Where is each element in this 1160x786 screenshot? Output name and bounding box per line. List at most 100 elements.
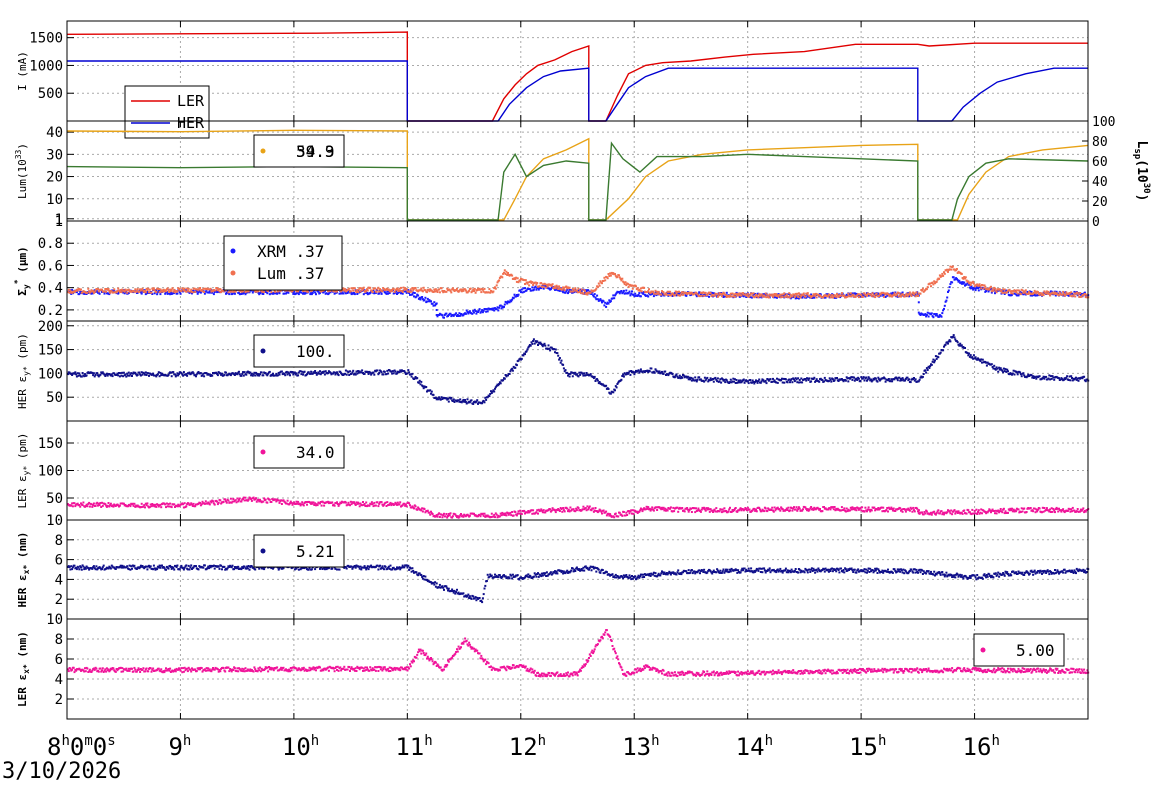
data-point (610, 300, 612, 302)
data-point (511, 368, 513, 370)
data-point (595, 288, 597, 290)
data-point (213, 293, 215, 295)
legend-label: LER (177, 92, 205, 110)
data-point (664, 371, 666, 373)
data-point (297, 374, 299, 376)
data-point (930, 285, 932, 287)
data-point (459, 398, 461, 400)
data-point (142, 288, 144, 290)
data-point (910, 381, 912, 383)
data-point (578, 288, 580, 290)
data-point (925, 372, 927, 374)
data-point (684, 510, 686, 512)
data-point (525, 279, 527, 281)
data-point (900, 296, 902, 298)
data-point (614, 273, 616, 275)
data-point (378, 372, 380, 374)
data-point (799, 508, 801, 510)
data-point (594, 293, 596, 295)
data-point (480, 291, 482, 293)
data-point (450, 397, 452, 399)
y-tick-label: 150 (38, 343, 63, 359)
data-point (354, 293, 356, 295)
y-tick-label: 50 (46, 491, 63, 507)
data-point (364, 373, 366, 375)
data-point (176, 293, 178, 295)
data-point (467, 398, 469, 400)
data-point (703, 295, 705, 297)
y-tick-label: 0.6 (38, 258, 63, 274)
data-point (1048, 291, 1050, 293)
data-point (516, 364, 518, 366)
data-point (1039, 375, 1041, 377)
data-point (171, 506, 173, 508)
data-point (562, 507, 564, 509)
data-point (420, 299, 422, 301)
data-point (524, 287, 526, 289)
data-point (436, 309, 438, 311)
data-point (281, 503, 283, 505)
data-point (963, 282, 965, 284)
data-point (621, 515, 623, 517)
legend-value: 39.3 (296, 142, 335, 161)
data-point (996, 291, 998, 293)
data-point (845, 380, 847, 382)
data-point (137, 288, 139, 290)
data-point (304, 371, 306, 373)
data-point (1014, 374, 1016, 376)
data-point (691, 511, 693, 513)
data-point (209, 503, 211, 505)
data-point (941, 316, 943, 318)
data-point (133, 291, 135, 293)
data-point (717, 377, 719, 379)
data-point (203, 375, 205, 377)
data-point (205, 500, 207, 502)
y-axis-label: I (mA) (16, 51, 29, 91)
data-point (1049, 295, 1051, 297)
data-point (876, 293, 878, 295)
data-point (843, 295, 845, 297)
data-point (488, 395, 490, 397)
data-point (138, 372, 140, 374)
data-point (1037, 291, 1039, 293)
data-point (736, 379, 738, 381)
data-point (952, 266, 954, 268)
y2-tick-label: 80 (1092, 135, 1108, 150)
data-point (281, 371, 283, 373)
data-point (590, 373, 592, 375)
data-point (766, 294, 768, 296)
data-point (251, 373, 253, 375)
data-point (302, 374, 304, 376)
data-point (317, 504, 319, 506)
data-point (927, 369, 929, 371)
data-point (155, 506, 157, 508)
data-point (847, 293, 849, 295)
data-point (172, 371, 174, 373)
data-point (658, 291, 660, 293)
data-point (230, 498, 232, 500)
data-point (601, 513, 603, 515)
data-point (694, 376, 696, 378)
data-point (411, 373, 413, 375)
data-point (1012, 293, 1014, 295)
data-point (897, 379, 899, 381)
y2-tick-label: 40 (1092, 175, 1108, 190)
data-point (386, 501, 388, 503)
data-point (536, 282, 538, 284)
data-point (860, 380, 862, 382)
data-point (753, 292, 755, 294)
data-point (146, 502, 148, 504)
data-point (192, 291, 194, 293)
data-point (501, 276, 503, 278)
data-point (504, 378, 506, 380)
data-point (251, 500, 253, 502)
data-point (321, 505, 323, 507)
data-point (607, 277, 609, 279)
data-point (399, 501, 401, 503)
data-point (218, 502, 220, 504)
data-point (306, 504, 308, 506)
data-point (137, 374, 139, 376)
data-point (915, 378, 917, 380)
data-point (252, 292, 254, 294)
data-point (186, 375, 188, 377)
